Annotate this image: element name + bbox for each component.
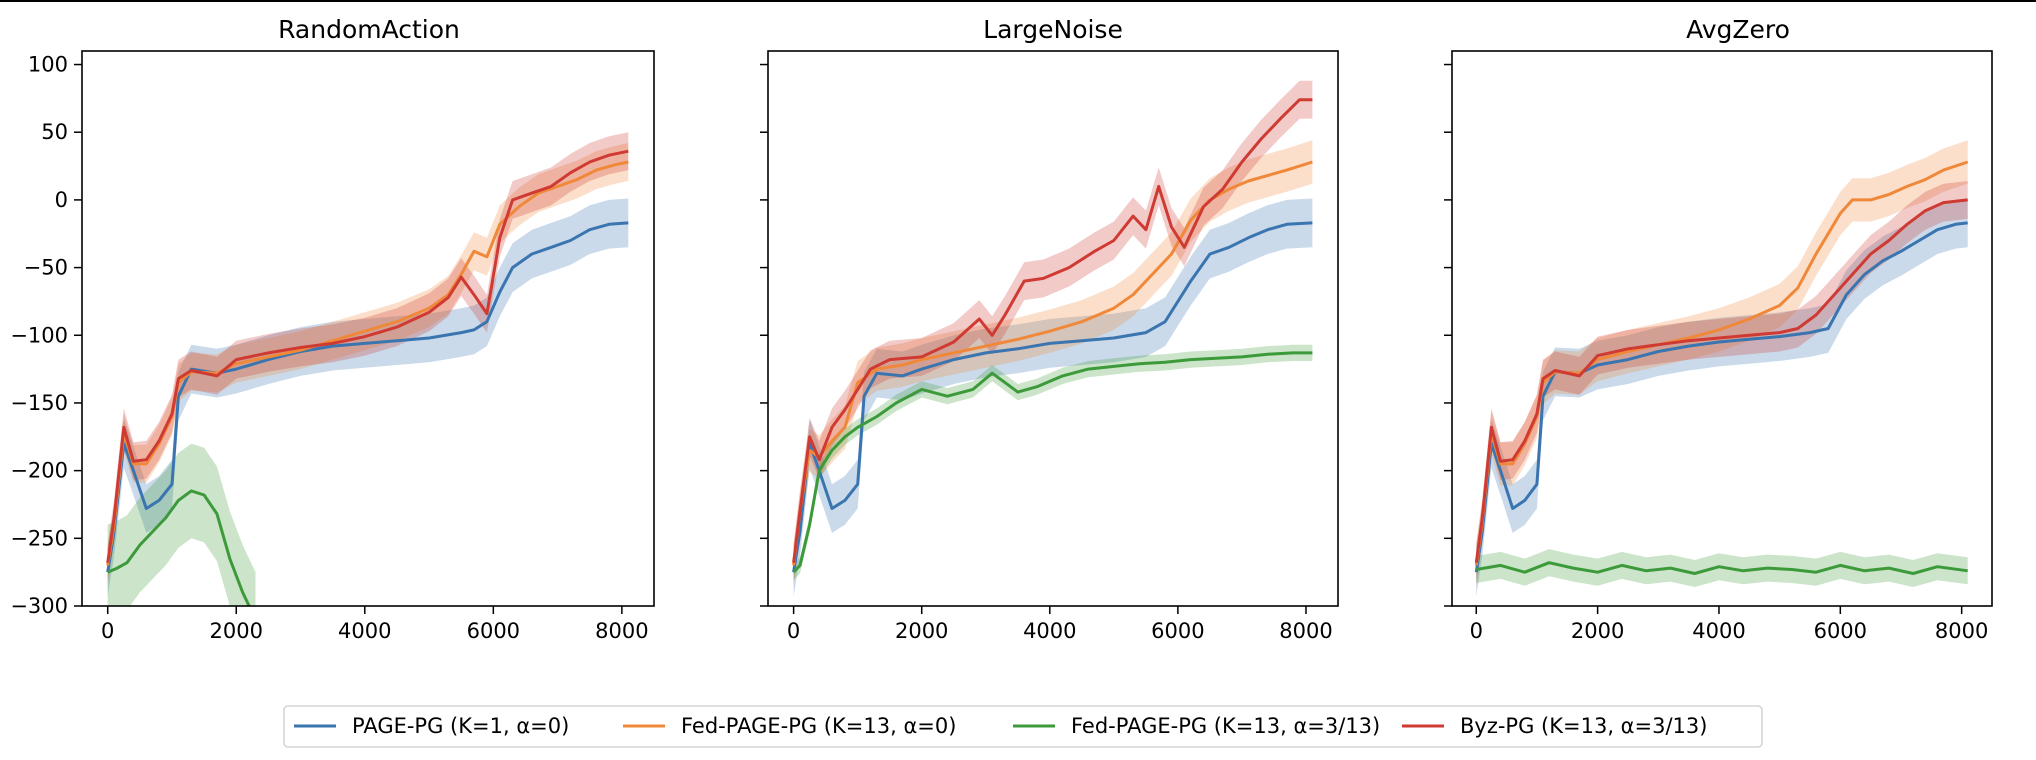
y-tick-label: 100 bbox=[28, 53, 68, 77]
series-band bbox=[793, 80, 1313, 582]
series-line bbox=[107, 489, 251, 606]
legend: PAGE-PG (K=1, α=0) Fed-PAGE-PG (K=13, α=… bbox=[283, 705, 1763, 748]
legend-item-page-pg: PAGE-PG (K=1, α=0) bbox=[294, 714, 569, 738]
series-line bbox=[1474, 198, 1968, 563]
x-tick-label: 6000 bbox=[467, 619, 520, 643]
series-line bbox=[792, 98, 1313, 563]
legend-item-byz-pg: Byz-PG (K=13, α=3/13) bbox=[1402, 714, 1707, 738]
series-line bbox=[1474, 160, 1969, 566]
x-tick-label: 0 bbox=[1470, 619, 1483, 643]
axes-frame bbox=[767, 50, 1339, 607]
legend-label: PAGE-PG (K=1, α=0) bbox=[352, 714, 569, 738]
legend-item-fed-page-pg-byz: Fed-PAGE-PG (K=13, α=3/13) bbox=[1013, 714, 1380, 738]
legend-label: Fed-PAGE-PG (K=13, α=3/13) bbox=[1071, 714, 1380, 738]
panel-avgzero: AvgZero 0 2000 4000 6000 8000 bbox=[1444, 15, 1993, 643]
legend-label: Fed-PAGE-PG (K=13, α=0) bbox=[681, 714, 956, 738]
panel-title: LargeNoise bbox=[983, 15, 1123, 44]
series-band bbox=[1476, 140, 1968, 588]
y-tick-label: −300 bbox=[10, 594, 68, 618]
y-tick-label: −250 bbox=[10, 526, 68, 550]
series-line bbox=[106, 221, 629, 573]
series-line bbox=[792, 221, 1313, 573]
plot-area: 0 2000 4000 6000 8000 bbox=[1444, 50, 1993, 643]
y-tick-label: −100 bbox=[10, 323, 68, 347]
panel-title: AvgZero bbox=[1686, 15, 1790, 44]
x-tick-label: 0 bbox=[101, 619, 114, 643]
x-tick-label: 6000 bbox=[1151, 619, 1204, 643]
x-tick-label: 8000 bbox=[1935, 619, 1988, 643]
axes-frame bbox=[81, 50, 655, 607]
x-tick-label: 8000 bbox=[1279, 619, 1332, 643]
y-tick-label: −50 bbox=[24, 256, 68, 280]
y-tick-label: −150 bbox=[10, 391, 68, 415]
series-layer bbox=[106, 132, 629, 606]
panel-randomaction: RandomAction 0 2000 4000 6000 8000 −300 −250 −2… bbox=[10, 15, 655, 643]
legend-item-fed-page-pg: Fed-PAGE-PG (K=13, α=0) bbox=[623, 714, 956, 738]
panel-largenoise: LargeNoise 0 2000 4000 6000 8000 bbox=[760, 15, 1339, 643]
x-tick-label: 4000 bbox=[1692, 619, 1745, 643]
x-tick-label: 2000 bbox=[210, 619, 263, 643]
y-tick-label: 0 bbox=[55, 188, 68, 212]
y-tick-label: 50 bbox=[41, 120, 68, 144]
x-tick-label: 2000 bbox=[1571, 619, 1624, 643]
series-band bbox=[107, 143, 629, 585]
series-line bbox=[792, 351, 1313, 574]
x-tick-label: 8000 bbox=[595, 619, 648, 643]
legend-label: Byz-PG (K=13, α=3/13) bbox=[1460, 714, 1707, 738]
panel-title: RandomAction bbox=[278, 15, 460, 44]
x-tick-label: 2000 bbox=[895, 619, 948, 643]
series-line bbox=[1474, 221, 1968, 573]
series-band bbox=[793, 198, 1313, 597]
series-layer bbox=[1474, 140, 1969, 597]
series-line bbox=[1476, 561, 1968, 575]
x-tick-label: 6000 bbox=[1814, 619, 1867, 643]
series-band bbox=[793, 140, 1313, 588]
series-band bbox=[107, 443, 256, 606]
series-line bbox=[106, 160, 629, 566]
y-tick-label: −200 bbox=[10, 459, 68, 483]
axes-frame bbox=[1451, 50, 1993, 607]
series-line bbox=[106, 149, 629, 563]
x-tick-label: 0 bbox=[787, 619, 800, 643]
plot-area: 0 2000 4000 6000 8000 bbox=[760, 50, 1339, 643]
series-layer bbox=[792, 80, 1313, 597]
series-line bbox=[792, 160, 1313, 566]
plot-area: 0 2000 4000 6000 8000 −300 −250 −200 −150 −100 −50… bbox=[10, 50, 655, 643]
x-tick-label: 4000 bbox=[338, 619, 391, 643]
x-tick-label: 4000 bbox=[1023, 619, 1076, 643]
